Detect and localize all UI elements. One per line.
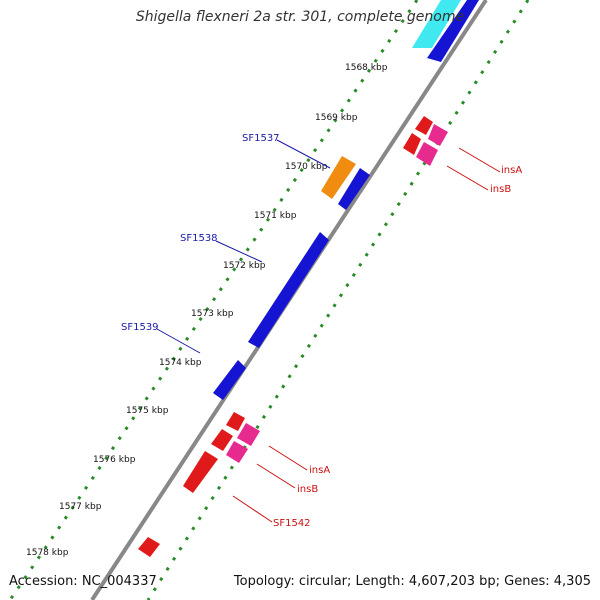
gene-insb-upper-pink	[416, 142, 438, 166]
gene-insa-upper-pink	[428, 124, 448, 146]
leader-sf1537	[276, 139, 331, 169]
gene-insa-lower-pink	[237, 423, 260, 446]
gene-label-sf1538[interactable]: SF1538	[180, 233, 218, 244]
tick-label: 1569 kbp	[315, 113, 358, 123]
gene-insa-upper-red	[415, 116, 433, 135]
gene-bottom-red	[138, 537, 160, 557]
genome-summary-text: Topology: circular; Length: 4,607,203 bp…	[233, 574, 591, 589]
gene-label-insb-upper[interactable]: insB	[490, 184, 511, 195]
right-tick-track	[146, 0, 530, 600]
gene-label-insa-lower[interactable]: insA	[309, 465, 330, 476]
tick-label: 1576 kbp	[93, 455, 136, 465]
gene-insa-lower-red	[226, 412, 245, 431]
leader-insa-upper	[458, 147, 501, 173]
tick-label: 1570 kbp	[285, 162, 328, 172]
tick-label: 1578 kbp	[26, 548, 69, 558]
leader-insb-lower	[256, 463, 296, 489]
gene-insa-upper-red-2	[403, 133, 421, 155]
map-title: Shigella flexneri 2a str. 301, complete …	[135, 9, 465, 25]
gene-label-insa-upper[interactable]: insA	[501, 165, 522, 176]
gene-insb-lower-pink	[226, 441, 248, 463]
gene-label-insb-lower[interactable]: insB	[297, 484, 318, 495]
gene-sf1537-orange	[321, 156, 356, 199]
gene-sf1542	[183, 451, 218, 493]
leader-sf1538	[215, 240, 263, 263]
gene-cyan-top	[412, 0, 461, 48]
gene-sf1538	[248, 232, 329, 348]
gene-sf1537-blue	[338, 168, 370, 210]
gene-label-sf1537[interactable]: SF1537	[242, 133, 280, 144]
gene-insa-lower-red-2	[211, 429, 233, 451]
accession-text: Accession: NC_004337	[9, 574, 157, 589]
left-tick-track	[8, 0, 419, 600]
tick-label: 1568 kbp	[345, 63, 388, 73]
gene-sf1539	[213, 360, 246, 400]
tick-label: 1574 kbp	[159, 358, 202, 368]
leader-insb-upper	[446, 165, 489, 191]
leader-insa-lower	[268, 445, 308, 471]
leader-sf1539	[156, 328, 201, 354]
gene-label-sf1539[interactable]: SF1539	[121, 322, 159, 333]
gene-label-sf1542[interactable]: SF1542	[273, 518, 311, 529]
tick-label: 1577 kbp	[59, 502, 102, 512]
gene-blue-top	[427, 0, 479, 62]
tick-label: 1573 kbp	[191, 309, 234, 319]
leader-sf1542	[232, 495, 273, 523]
tick-label: 1571 kbp	[254, 211, 297, 221]
tick-label: 1575 kbp	[126, 406, 169, 416]
tick-label: 1572 kbp	[223, 261, 266, 271]
